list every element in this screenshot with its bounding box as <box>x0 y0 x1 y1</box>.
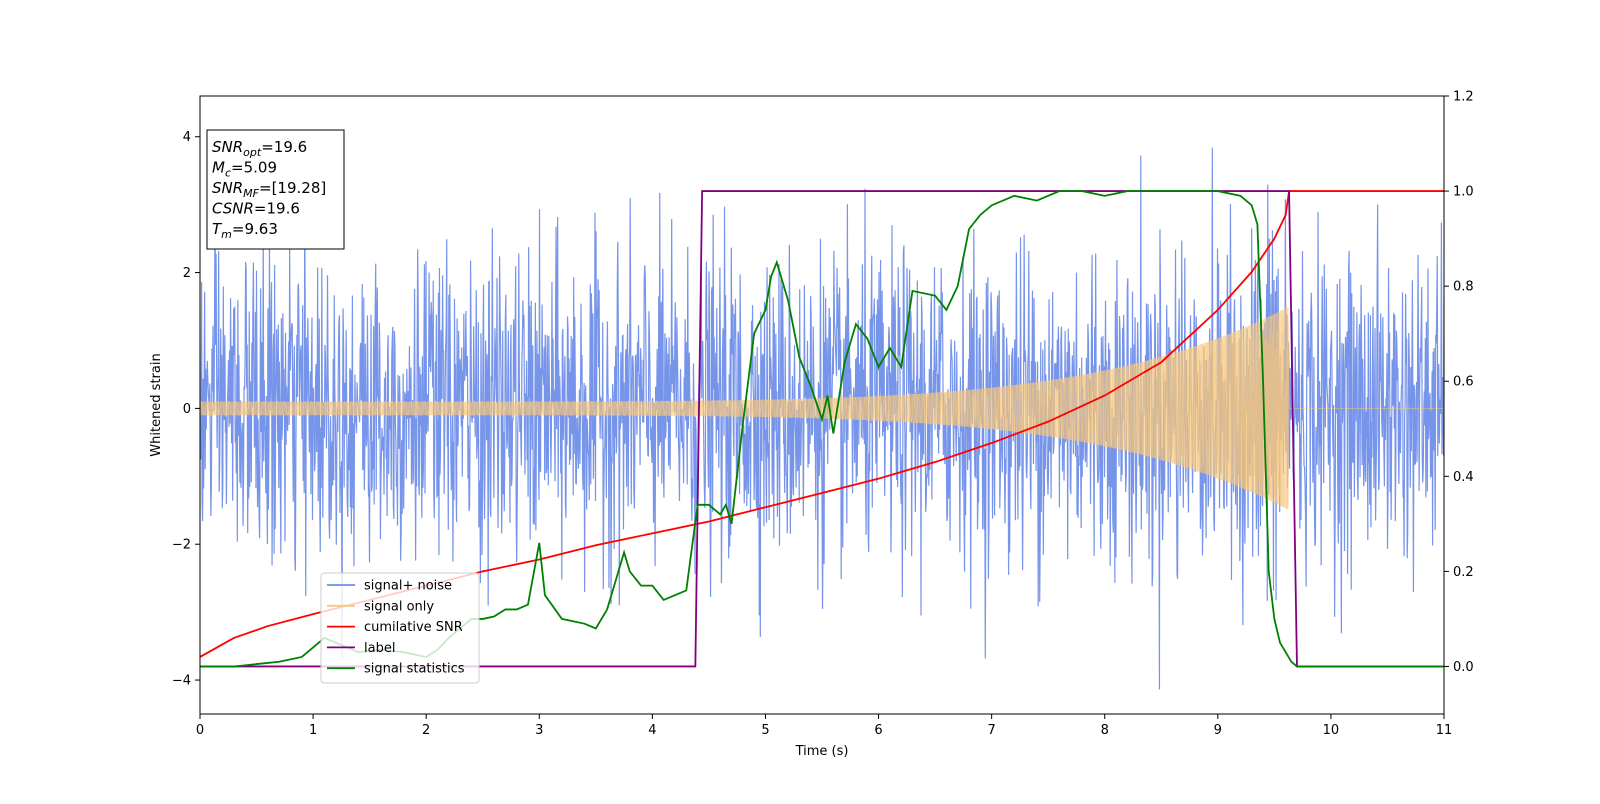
y-right-tick-label: 1.0 <box>1453 185 1474 200</box>
y-right-tick-label: 0.0 <box>1453 660 1474 675</box>
series-signal-only-envelope <box>200 306 1444 510</box>
info-line: CSNR=19.6 <box>212 200 300 218</box>
axes: 0 1 2 3 4 5 6 7 8 9 10 11 −4 −2 0 2 4 0.0 0.2 0.4 0.6 0.8 1.0 1… <box>172 90 1474 739</box>
info-box-frame <box>206 129 345 250</box>
y-left-tick-label: 4 <box>183 130 191 145</box>
legend-frame <box>320 572 480 684</box>
info-line: Tm=9.63 <box>212 220 278 241</box>
y-left-tick-label: −2 <box>172 538 191 553</box>
y-right-tick-label: 0.6 <box>1453 375 1474 390</box>
x-tick-label: 0 <box>196 723 204 738</box>
legend-label: signal statistics <box>364 662 465 677</box>
info-line: SNRMF=[19.28] <box>212 179 326 200</box>
y-left-tick-label: 0 <box>183 402 191 417</box>
axes-frame <box>199 95 1445 715</box>
x-tick-label: 8 <box>1101 723 1109 738</box>
x-tick-label: 2 <box>422 723 430 738</box>
x-tick-label: 7 <box>987 723 995 738</box>
y-right-tick-label: 1.2 <box>1453 90 1474 105</box>
x-tick-label: 5 <box>761 723 769 738</box>
x-tick-label: 10 <box>1323 723 1340 738</box>
y-left-tick-label: −4 <box>172 674 191 689</box>
legend-label: signal only <box>364 599 434 614</box>
legend-label: cumilative SNR <box>364 620 463 635</box>
x-tick-label: 9 <box>1214 723 1222 738</box>
info-box: SNRopt=19.6Mc=5.09SNRMF=[19.28]CSNR=19.6… <box>206 129 345 250</box>
y-right-tick-label: 0.2 <box>1453 565 1474 580</box>
x-tick-label: 3 <box>535 723 543 738</box>
y-axis-label: Whitened strain <box>149 353 164 456</box>
y-left-tick-label: 2 <box>183 266 191 281</box>
x-tick-label: 1 <box>309 723 317 738</box>
info-line: SNRopt=19.6 <box>212 138 307 159</box>
x-tick-label: 4 <box>648 723 656 738</box>
x-tick-label: 6 <box>874 723 882 738</box>
legend-label: label <box>364 641 395 656</box>
x-tick-label: 11 <box>1436 723 1453 738</box>
info-line: Mc=5.09 <box>212 159 277 180</box>
legend-label: signal+ noise <box>364 579 452 594</box>
x-axis-label: Time (s) <box>795 744 849 759</box>
y-right-tick-label: 0.4 <box>1453 470 1474 485</box>
y-right-tick-label: 0.8 <box>1453 280 1474 295</box>
legend: signal+ noise signal only cumilative SNR la… <box>320 572 480 684</box>
